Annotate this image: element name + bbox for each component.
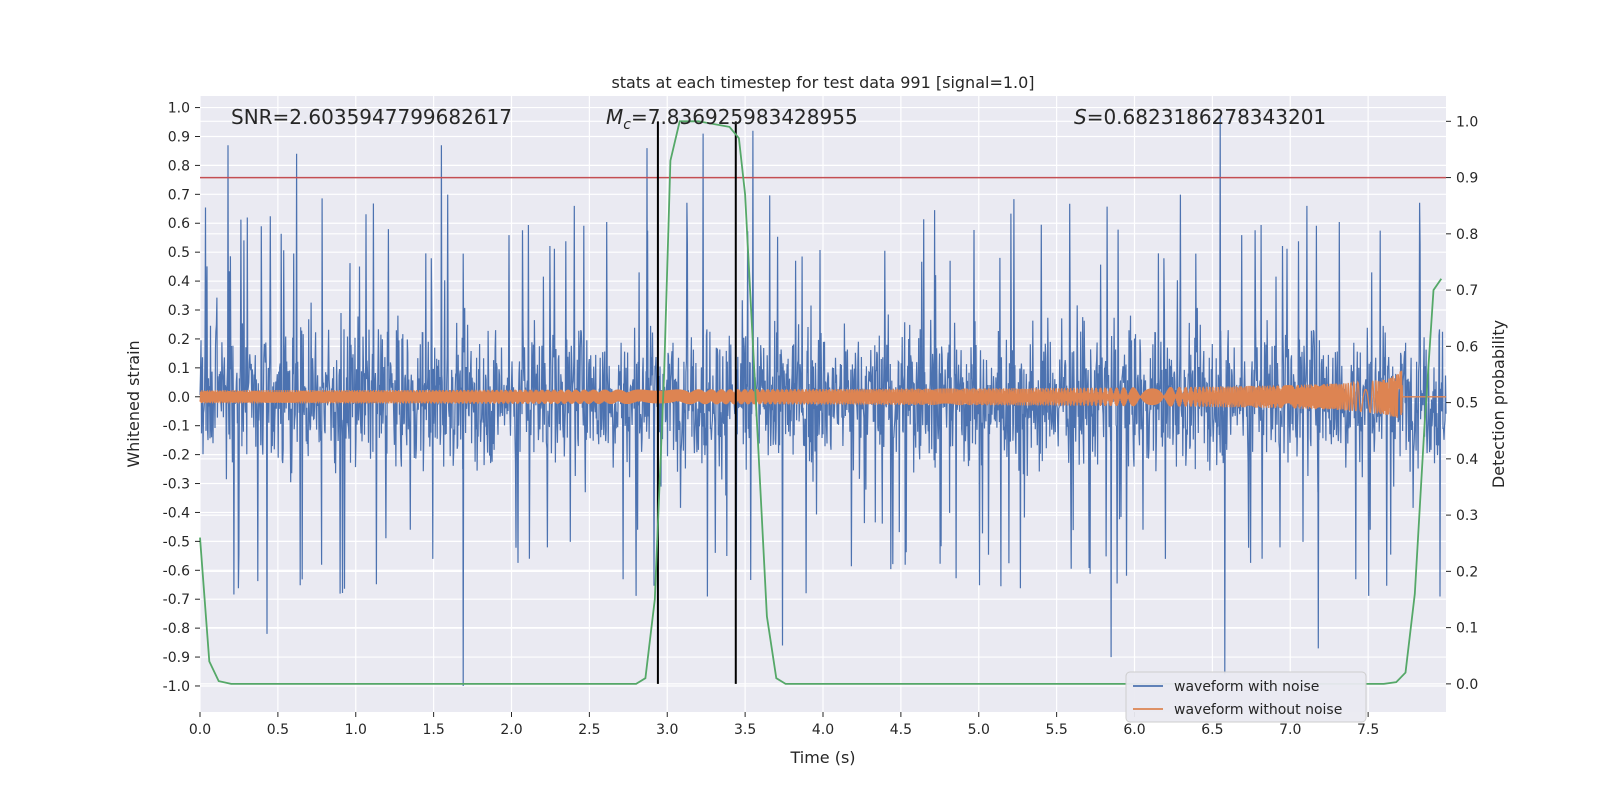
y-left-tick-label: 1.0	[168, 101, 190, 117]
x-tick-label: 1.5	[422, 722, 444, 738]
x-tick-label: 0.5	[267, 722, 289, 738]
chirp-mass-value: =7.836925983428955	[631, 105, 858, 129]
y-left-tick-label: -0.3	[163, 477, 190, 493]
detection-probability-line	[199, 120, 1443, 685]
x-tick-label: 3.5	[734, 722, 756, 738]
y-left-tick-label: 0.6	[168, 216, 190, 232]
x-tick-label: 4.5	[890, 722, 912, 738]
waveform-without-noise-series	[199, 370, 1446, 418]
y-right-tick-label: 0.0	[1456, 677, 1478, 693]
y-left-tick-label: 0.3	[168, 303, 190, 319]
x-tick-label: 5.0	[968, 722, 990, 738]
x-tick-label: 4.0	[812, 722, 834, 738]
s-annotation: S=0.6823186278343201	[1074, 105, 1326, 129]
axis-ticks: 0.0 0.5 1.0 1.5 2.0 2.5 3.0 3.5 4.0 4.5 5.0 5.5 6.0 6…	[163, 101, 1479, 738]
detection-probability-series	[199, 120, 1443, 685]
y-left-tick-label: 0.8	[168, 158, 190, 174]
legend-label-noise: waveform with noise	[1174, 679, 1319, 695]
y-left-tick-label: -1.0	[163, 679, 190, 695]
legend: waveform with noise waveform without noi…	[1125, 671, 1367, 723]
waveform-without-noise-line	[199, 370, 1446, 418]
y-left-tick-label: -0.2	[163, 448, 190, 464]
y-left-tick-label: 0.1	[168, 361, 190, 377]
chirp-mass-symbol: M	[606, 105, 623, 129]
overlay-lines	[200, 121, 1446, 684]
y-right-tick-label: 1.0	[1456, 114, 1478, 130]
y-right-tick-label: 0.8	[1456, 227, 1478, 243]
x-tick-label: 2.0	[500, 722, 522, 738]
chirp-mass-annotation: Mc=7.836925983428955	[606, 105, 858, 133]
y-right-tick-label: 0.7	[1456, 283, 1478, 299]
x-tick-label: 5.5	[1045, 722, 1067, 738]
legend-box	[1125, 671, 1367, 723]
chirp-mass-subscript: c	[623, 117, 631, 133]
s-symbol: S	[1074, 105, 1087, 129]
x-tick-label: 6.5	[1201, 722, 1223, 738]
snr-annotation: SNR=2.6035947799682617	[231, 105, 512, 129]
y-left-tick-label: 0.5	[168, 245, 190, 261]
s-value: =0.6823186278343201	[1087, 105, 1326, 129]
y-left-tick-label: 0.4	[168, 274, 190, 290]
y-left-tick-label: -0.9	[163, 650, 190, 666]
y-right-tick-label: 0.4	[1456, 452, 1478, 468]
y-left-tick-label: -0.6	[163, 563, 190, 579]
y-left-tick-label: 0.2	[168, 332, 190, 348]
y-left-tick-label: 0.0	[168, 390, 190, 406]
y-left-tick-label: -0.7	[163, 592, 190, 608]
x-tick-label: 3.0	[656, 722, 678, 738]
y-left-tick-label: -0.4	[163, 505, 190, 521]
y-left-tick-label: 0.9	[168, 129, 190, 145]
y-left-tick-label: -0.5	[163, 534, 190, 550]
y-left-tick-label: -0.1	[163, 419, 190, 435]
y-right-tick-label: 0.1	[1456, 621, 1478, 637]
y-right-tick-label: 0.2	[1456, 564, 1478, 580]
y-axis-right-label: Detection probability	[1489, 320, 1508, 488]
y-right-tick-label: 0.3	[1456, 508, 1478, 524]
y-right-tick-label: 0.9	[1456, 171, 1478, 187]
x-tick-label: 6.0	[1123, 722, 1145, 738]
x-tick-label: 2.5	[578, 722, 600, 738]
legend-label-clean: waveform without noise	[1174, 702, 1342, 718]
y-right-tick-label: 0.5	[1456, 396, 1478, 412]
x-tick-label: 7.5	[1357, 722, 1379, 738]
x-tick-label: 7.0	[1279, 722, 1301, 738]
x-tick-label: 0.0	[189, 722, 211, 738]
x-tick-label: 1.0	[345, 722, 367, 738]
y-axis-left-label: Whitened strain	[124, 340, 143, 467]
chart-title: stats at each timestep for test data 991…	[611, 73, 1034, 92]
y-right-tick-label: 0.6	[1456, 339, 1478, 355]
y-left-tick-label: 0.7	[168, 187, 190, 203]
y-left-tick-label: -0.8	[163, 621, 190, 637]
x-axis-label: Time (s)	[789, 748, 855, 767]
